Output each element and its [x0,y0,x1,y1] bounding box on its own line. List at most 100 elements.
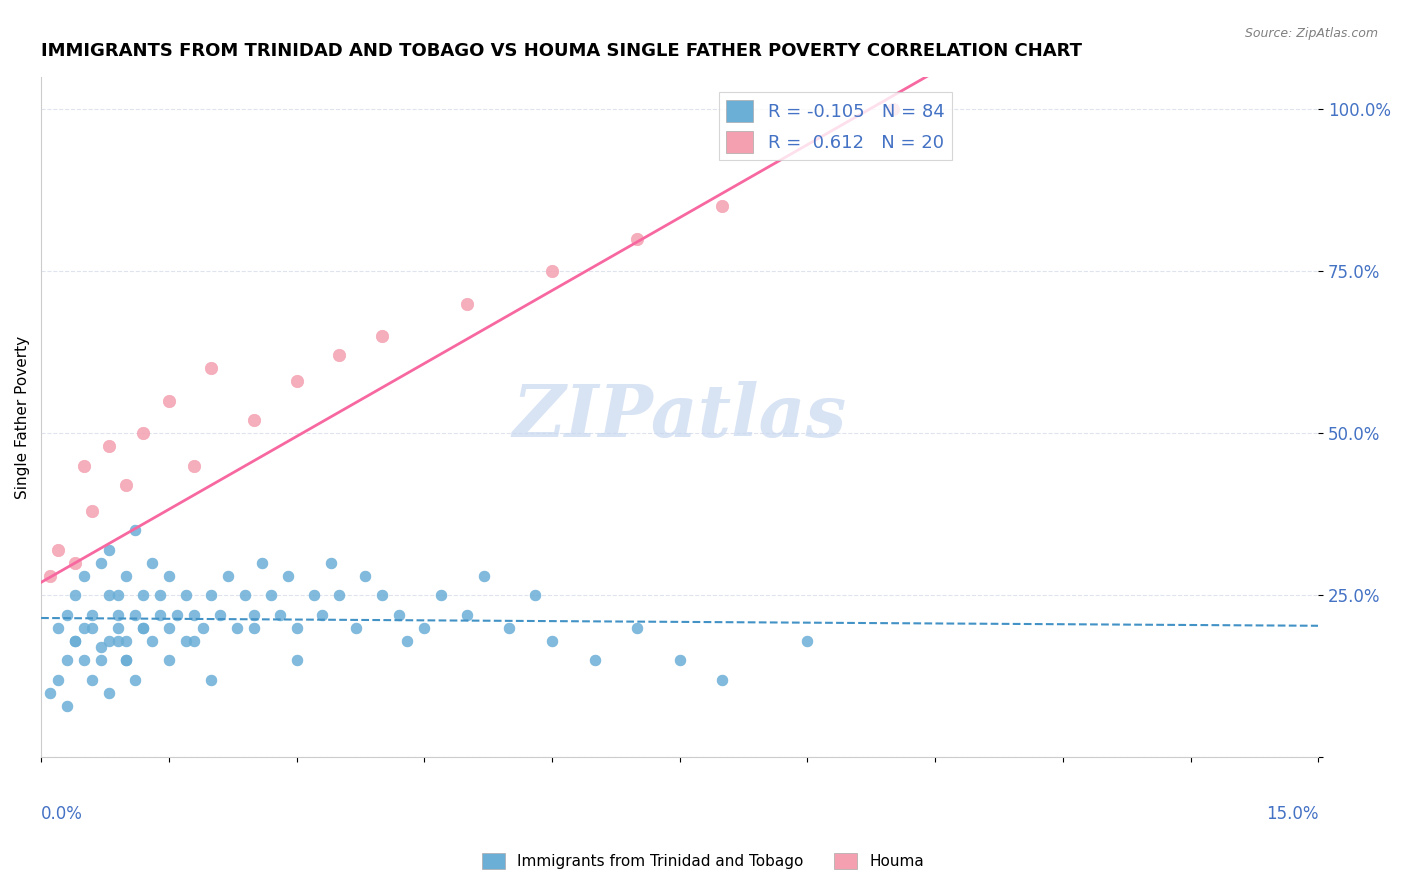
Point [115,478,138,492]
Point [285,653,308,667]
Point [882,102,904,116]
Point [38,569,60,583]
Point [98,542,121,557]
Point [498,621,520,635]
Point [149,588,172,602]
Point [243,607,266,622]
Point [73,569,96,583]
Point [63,633,86,648]
Point [46,542,69,557]
Point [285,621,308,635]
Point [107,633,129,648]
Point [46,621,69,635]
Point [82,621,104,635]
Point [183,633,205,648]
Point [98,685,121,699]
Point [107,588,129,602]
Point [396,633,419,648]
Point [370,588,392,602]
Point [353,569,375,583]
Text: 15.0%: 15.0% [1265,805,1319,823]
Legend: Immigrants from Trinidad and Tobago, Houma: Immigrants from Trinidad and Tobago, Hou… [475,847,931,875]
Point [277,569,299,583]
Point [98,439,121,453]
Point [200,588,222,602]
Point [55,607,77,622]
Point [38,685,60,699]
Point [668,653,690,667]
Point [711,673,734,687]
Point [73,653,96,667]
Point [243,621,266,635]
Point [583,653,606,667]
Point [46,673,69,687]
Point [166,607,188,622]
Point [55,698,77,713]
Point [626,621,648,635]
Point [311,607,333,622]
Point [157,393,180,408]
Point [217,569,239,583]
Point [157,569,180,583]
Text: Source: ZipAtlas.com: Source: ZipAtlas.com [1244,27,1378,40]
Point [200,361,222,376]
Point [711,199,734,213]
Point [124,673,146,687]
Point [208,607,231,622]
Point [98,588,121,602]
Point [541,264,564,278]
Point [226,621,249,635]
Point [63,556,86,570]
Point [82,504,104,518]
Point [98,633,121,648]
Point [472,569,495,583]
Point [260,588,283,602]
Point [796,633,818,648]
Point [115,653,138,667]
Text: IMMIGRANTS FROM TRINIDAD AND TOBAGO VS HOUMA SINGLE FATHER POVERTY CORRELATION C: IMMIGRANTS FROM TRINIDAD AND TOBAGO VS H… [41,42,1083,60]
Point [302,588,325,602]
Point [183,607,205,622]
Point [82,673,104,687]
Point [90,653,112,667]
Point [370,329,392,343]
Point [63,588,86,602]
Point [456,296,478,310]
Point [90,556,112,570]
Point [82,607,104,622]
Point [115,633,138,648]
Point [319,556,342,570]
Point [141,633,163,648]
Point [541,633,564,648]
Point [141,556,163,570]
Point [200,673,222,687]
Point [235,588,257,602]
Point [191,621,214,635]
Point [626,232,648,246]
Point [252,556,274,570]
Point [328,348,350,362]
Text: ZIPatlas: ZIPatlas [513,382,846,452]
Y-axis label: Single Father Poverty: Single Father Poverty [15,335,30,499]
Point [107,621,129,635]
Point [174,588,197,602]
Legend: R = -0.105   N = 84, R =  0.612   N = 20: R = -0.105 N = 84, R = 0.612 N = 20 [718,93,952,160]
Point [456,607,478,622]
Point [157,621,180,635]
Point [149,607,172,622]
Point [132,588,155,602]
Point [388,607,411,622]
Point [430,588,453,602]
Point [243,413,266,427]
Text: 0.0%: 0.0% [41,805,83,823]
Point [55,653,77,667]
Point [73,621,96,635]
Point [115,569,138,583]
Point [132,426,155,441]
Point [413,621,436,635]
Point [132,621,155,635]
Point [90,640,112,655]
Point [124,524,146,538]
Point [157,653,180,667]
Point [523,588,546,602]
